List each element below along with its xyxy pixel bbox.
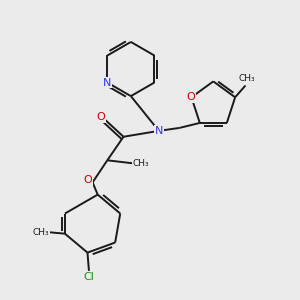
Text: O: O	[187, 92, 195, 102]
Text: CH₃: CH₃	[32, 228, 49, 237]
Text: CH₃: CH₃	[238, 74, 255, 83]
Text: O: O	[97, 112, 105, 122]
Text: Cl: Cl	[83, 272, 94, 282]
Text: N: N	[103, 78, 112, 88]
Text: CH₃: CH₃	[133, 159, 149, 168]
Text: O: O	[83, 175, 92, 185]
Text: N: N	[154, 126, 163, 136]
